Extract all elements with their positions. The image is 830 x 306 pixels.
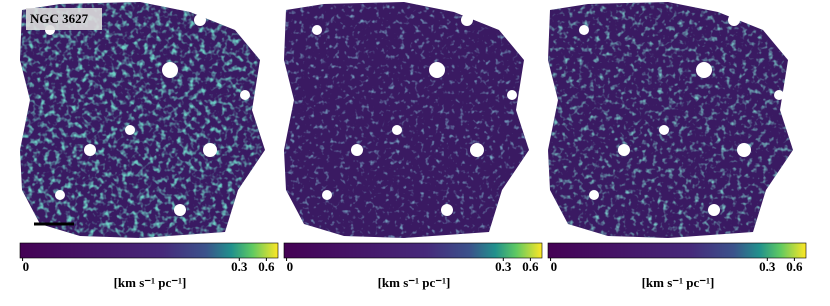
- colorbar-tick-label: 0.3: [759, 259, 776, 274]
- masked-region: [728, 14, 740, 26]
- map-texture: [20, 2, 265, 238]
- colorbar: [283, 242, 543, 259]
- colorbar-tick-label: 0.3: [495, 259, 512, 274]
- masked-region: [708, 204, 720, 216]
- masked-region: [162, 62, 178, 78]
- panel-label: NGC 3627: [30, 11, 89, 26]
- colorbar: [547, 242, 807, 259]
- panel: 0 0.3 0.6 [km s⁻¹ pc⁻¹]: [283, 2, 543, 290]
- masked-region: [55, 190, 65, 200]
- colorbar-tick-label: 0: [287, 259, 294, 274]
- masked-region: [392, 125, 402, 135]
- masked-region: [174, 204, 186, 216]
- colorbar-tick-label: 0.6: [522, 259, 539, 274]
- colorbar: [19, 242, 279, 259]
- masked-region: [429, 62, 445, 78]
- masked-region: [240, 90, 250, 100]
- masked-region: [312, 25, 322, 35]
- panel: 0 0.3 0.6 [km s⁻¹ pc⁻¹]: [547, 2, 807, 290]
- masked-region: [659, 125, 669, 135]
- masked-region: [441, 204, 453, 216]
- panel: NGC 3627 0 0.3 0.6 [km s⁻¹ pc⁻¹]: [19, 2, 279, 290]
- colorbar-tick-label: 0.6: [258, 259, 275, 274]
- masked-region: [470, 143, 484, 157]
- colorbar-tick-label: 0: [23, 259, 30, 274]
- masked-region: [194, 14, 206, 26]
- colorbar-tick-label: 0: [551, 259, 558, 274]
- masked-region: [84, 144, 96, 156]
- masked-region: [203, 143, 217, 157]
- label-box: [26, 8, 102, 30]
- masked-region: [774, 90, 784, 100]
- masked-region: [322, 190, 332, 200]
- map-texture: [284, 2, 529, 238]
- masked-region: [125, 125, 135, 135]
- map-texture: [548, 2, 793, 238]
- colorbar-label: [km s⁻¹ pc⁻¹]: [642, 275, 715, 290]
- masked-region: [618, 144, 630, 156]
- colorbar-label: [km s⁻¹ pc⁻¹]: [378, 275, 451, 290]
- masked-region: [696, 62, 712, 78]
- masked-region: [589, 190, 599, 200]
- colorbar-tick-label: 0.3: [231, 259, 248, 274]
- colorbar-label: [km s⁻¹ pc⁻¹]: [114, 275, 187, 290]
- masked-region: [579, 25, 589, 35]
- masked-region: [507, 90, 517, 100]
- masked-region: [461, 14, 473, 26]
- colorbar-tick-label: 0.6: [786, 259, 803, 274]
- masked-region: [351, 144, 363, 156]
- masked-region: [737, 143, 751, 157]
